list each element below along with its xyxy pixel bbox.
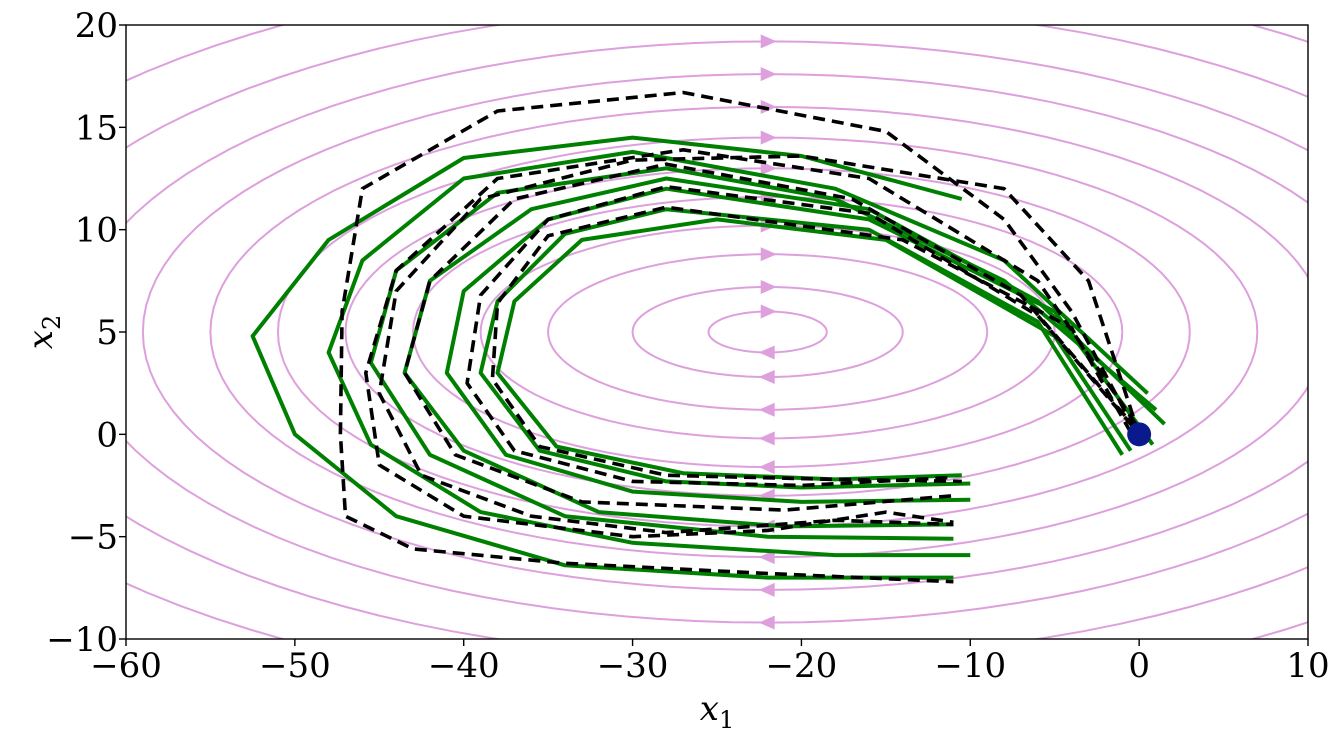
x-tick-label: −50 [259,646,331,686]
streamline [209,105,1308,559]
streamline [141,73,1308,591]
y-tick-label: 20 [75,6,118,46]
streamline-arrow [760,99,777,114]
streamline [126,25,1308,639]
x-tick-label: −40 [428,646,500,686]
x-tick-label: 10 [1286,646,1329,686]
streamline-arrow [760,34,777,49]
target-point [1127,422,1152,447]
x-tick-label: −60 [90,646,162,686]
target-markers [1127,422,1152,447]
streamline-arrow [760,130,777,145]
reference-trajectory [377,154,1141,535]
streamline [126,40,1308,624]
streamline-arrow [758,431,775,446]
y-axis-label: x2 [21,315,66,349]
x-tick-label: −30 [597,646,669,686]
y-tick-label: 10 [75,211,118,251]
x-tick-label: −10 [934,646,1006,686]
y-tick-label: −10 [46,620,118,660]
streamline-arrow [760,304,777,319]
trajectory [495,217,1133,482]
y-axis-ticks: −10 −5 0 5 10 15 20 [46,6,126,660]
reference-trajectory [402,162,1139,512]
streamline [126,25,1308,639]
streamline-arrow [759,693,775,707]
x-tick-label: −20 [766,646,838,686]
y-tick-label: 0 [96,415,118,455]
y-tick-label: 15 [75,108,118,148]
streamline-arrow [758,550,775,565]
trajectory [326,149,1149,558]
streamline [276,136,1259,528]
streamline-arrow [760,67,777,82]
streamline-arrow [758,460,775,475]
streamline-arrow [758,370,775,385]
y-tick-label: 5 [96,313,118,353]
streamline-arrow [758,582,775,597]
streamline [631,286,904,378]
reference-trajectory [363,148,1138,539]
x-tick-label: 0 [1128,646,1150,686]
streamline [412,195,1124,469]
vector-field-streamlines [126,0,1308,707]
trajectory [250,135,963,580]
streamline-arrow [758,402,775,417]
streamline [344,167,1191,497]
x-axis-label: x1 [700,689,734,734]
streamline [707,310,828,354]
streamline-arrow [761,0,777,12]
x-axis-ticks: −60 −50 −40 −30 −20 −10 0 10 [90,639,1330,686]
streamline-arrow [760,247,777,262]
reference-trajectory [465,184,1134,488]
streamline-arrow [758,615,775,630]
streamline-arrow [760,279,777,294]
reference-trajectory [338,90,1136,584]
y-tick-label: −5 [68,518,118,558]
streamline-arrow [758,345,775,360]
streamline [547,253,989,411]
streamline-arrow [760,161,777,176]
trajectory-series [250,90,1166,584]
